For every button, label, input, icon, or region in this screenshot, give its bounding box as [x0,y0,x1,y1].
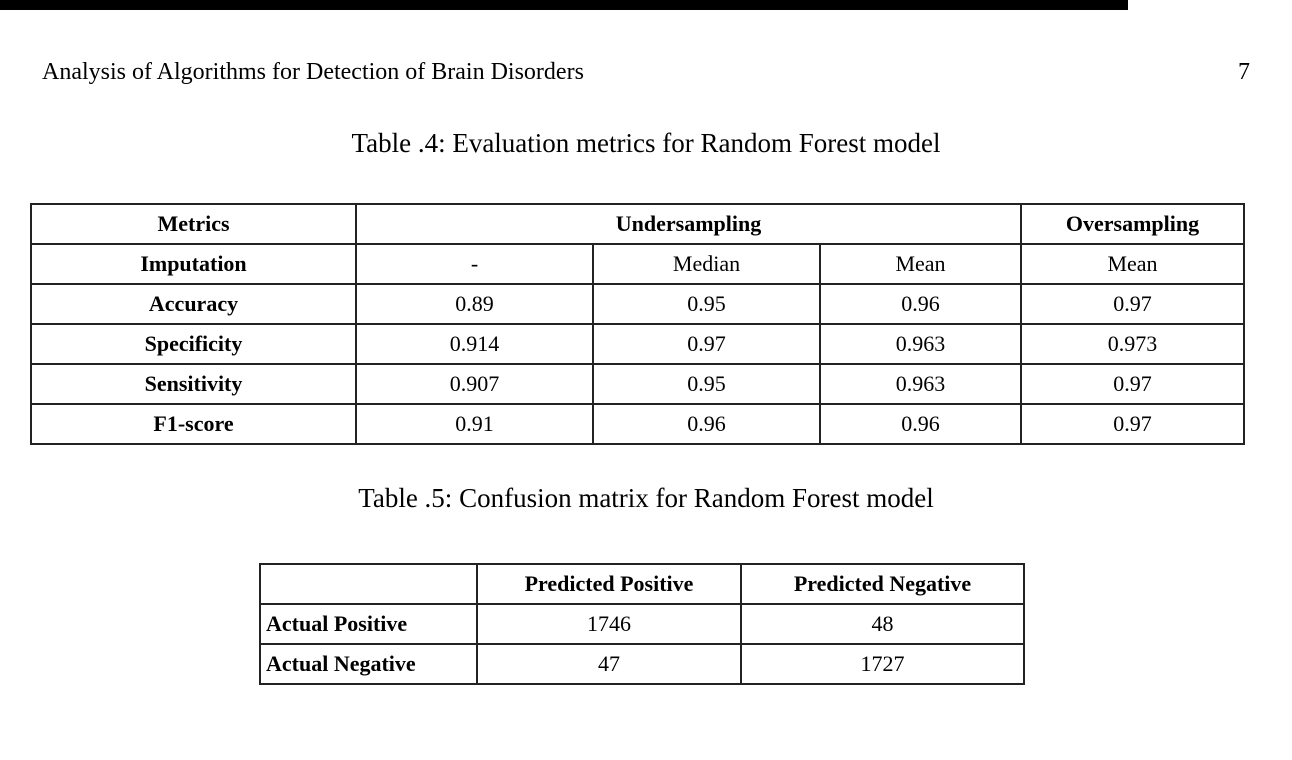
row-label-f1score: F1-score [30,403,357,445]
table-row: Predicted Positive Predicted Negative [259,563,1025,605]
cell: 0.97 [1020,363,1245,405]
running-head: Analysis of Algorithms for Detection of … [42,57,1250,87]
cell: 0.89 [355,283,594,325]
cell: 0.914 [355,323,594,365]
cell: - [355,243,594,285]
cell: Mean [1020,243,1245,285]
oversampling-header-cell: Oversampling [1020,203,1245,245]
table-row: Specificity 0.914 0.97 0.963 0.973 [30,323,1245,365]
table-row: F1-score 0.91 0.96 0.96 0.97 [30,403,1245,445]
row-label-sensitivity: Sensitivity [30,363,357,405]
metrics-table: Metrics Undersampling Oversampling Imput… [30,203,1245,445]
running-head-title: Analysis of Algorithms for Detection of … [42,59,584,85]
cell: 0.95 [592,283,821,325]
cell: 0.907 [355,363,594,405]
row-label-actual-positive: Actual Positive [259,603,478,645]
cell: 0.96 [819,403,1022,445]
predicted-negative-header: Predicted Negative [740,563,1025,605]
row-label-actual-negative: Actual Negative [259,643,478,685]
cell: 0.963 [819,363,1022,405]
cell: 1727 [740,643,1025,685]
cell: 0.96 [819,283,1022,325]
cell: Median [592,243,821,285]
row-label-accuracy: Accuracy [30,283,357,325]
table-row: Actual Positive 1746 48 [259,603,1025,645]
corner-cell [259,563,478,605]
cell: 0.97 [1020,403,1245,445]
table5-caption: Table .5: Confusion matrix for Random Fo… [358,483,934,513]
row-label-imputation: Imputation [30,243,357,285]
page-number: 7 [1238,59,1250,85]
cell: 0.91 [355,403,594,445]
cell: 48 [740,603,1025,645]
cell: 0.973 [1020,323,1245,365]
cell: Mean [819,243,1022,285]
cell: 0.97 [1020,283,1245,325]
cell: 0.96 [592,403,821,445]
table-row: Actual Negative 47 1727 [259,643,1025,685]
table-row: Metrics Undersampling Oversampling [30,203,1245,245]
cell: 47 [476,643,742,685]
predicted-positive-header: Predicted Positive [476,563,742,605]
cell: 1746 [476,603,742,645]
table-row: Accuracy 0.89 0.95 0.96 0.97 [30,283,1245,325]
cell: 0.97 [592,323,821,365]
confusion-matrix-table: Predicted Positive Predicted Negative Ac… [259,563,1025,685]
row-label-specificity: Specificity [30,323,357,365]
table-row: Sensitivity 0.907 0.95 0.963 0.97 [30,363,1245,405]
table-row: Imputation - Median Mean Mean [30,243,1245,285]
cell: 0.963 [819,323,1022,365]
table4-caption: Table .4: Evaluation metrics for Random … [351,128,941,158]
undersampling-header-cell: Undersampling [355,203,1022,245]
metrics-header-cell: Metrics [30,203,357,245]
top-black-bar [0,0,1128,10]
cell: 0.95 [592,363,821,405]
